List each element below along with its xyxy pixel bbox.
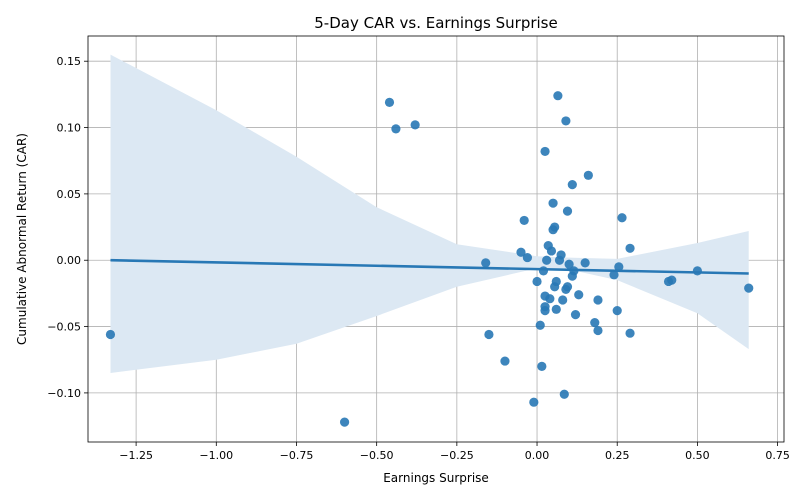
x-axis-label: Earnings Surprise [383,471,489,485]
data-point [567,180,577,190]
data-point [574,290,584,300]
data-point [667,275,677,285]
data-point [744,283,754,293]
data-point [339,417,350,427]
y-tick-label: 0.10 [57,122,82,135]
x-tick-label: −1.25 [119,449,153,462]
y-tick-label: −0.10 [47,387,81,400]
data-point [558,295,568,305]
data-point [562,282,573,292]
data-point [545,294,555,304]
data-point [564,259,574,269]
data-point [538,266,549,276]
data-point [481,258,491,268]
data-point [625,328,635,338]
data-point [551,304,561,314]
data-point [614,262,624,272]
data-point [532,276,542,287]
confidence-band-layer [110,54,749,373]
x-tick-label: 0.75 [765,449,790,462]
y-tick-label: 0.15 [57,55,82,68]
data-point [570,310,581,320]
data-point [625,243,635,253]
x-tick-label: −1.00 [199,449,233,462]
data-point [548,198,558,208]
data-point [593,295,603,305]
data-point [556,250,566,260]
data-point [500,356,510,366]
x-tick-label: 0.00 [525,449,550,462]
scatter-points [105,91,754,427]
y-axis-label: Cumulative Abnormal Return (CAR) [15,133,29,345]
y-tick-label: 0.00 [57,254,82,267]
data-point [540,306,550,316]
x-axis-ticks: −1.25 −1.00 −0.75 −0.50 −0.25 0.00 0.25 0.50 0.7… [119,442,790,462]
data-point [546,246,557,256]
x-tick-label: −0.75 [280,449,314,462]
data-point [550,222,560,232]
data-point [559,389,569,399]
data-point [583,170,593,180]
data-point [617,213,627,223]
data-point [542,255,552,265]
data-point [410,120,420,130]
data-point [593,325,603,336]
x-tick-label: −0.25 [440,449,474,462]
data-point [612,306,622,316]
data-point [105,329,116,340]
regression-line [110,258,749,275]
data-point [553,91,563,101]
y-axis-ticks: −0.10 −0.05 0.00 0.05 0.10 0.15 [47,55,88,400]
grid [88,36,784,442]
regression-line-layer [110,258,749,275]
data-point [692,266,703,276]
x-tick-label: −0.50 [360,449,394,462]
data-point [540,146,550,157]
data-point [519,215,529,226]
chart-title: 5-Day CAR vs. Earnings Surprise [314,14,557,32]
data-point [580,258,590,268]
y-tick-label: 0.05 [57,188,82,201]
confidence-band [110,54,749,373]
data-point [516,247,526,257]
data-point [590,317,600,328]
data-point [609,270,619,280]
data-point [384,97,395,107]
data-point [535,320,545,330]
y-tick-label: −0.05 [47,321,81,334]
data-point [561,116,571,126]
data-point [551,276,561,287]
plot-area-frame [87,35,785,443]
x-tick-label: 0.50 [685,449,710,462]
data-point [537,361,547,371]
data-point [562,206,573,216]
data-point [484,329,494,340]
data-point [529,397,539,407]
data-point [522,252,533,263]
data-point [391,124,401,134]
x-tick-label: 0.25 [605,449,630,462]
